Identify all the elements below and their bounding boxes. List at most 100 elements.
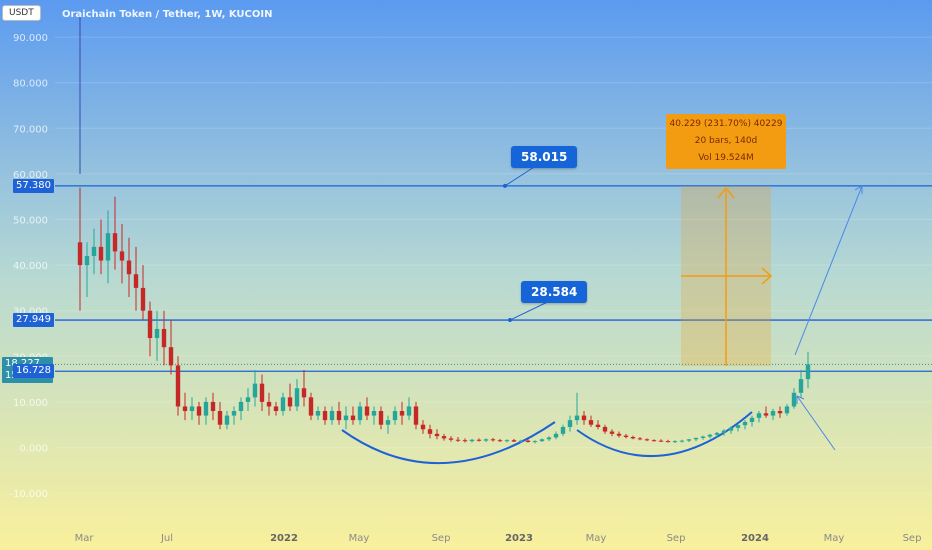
candle[interactable] (161, 310, 167, 366)
candle[interactable] (574, 392, 580, 425)
candle[interactable] (567, 415, 573, 432)
candle[interactable] (518, 439, 524, 443)
candle[interactable] (588, 415, 594, 427)
candle[interactable] (644, 438, 650, 442)
candle[interactable] (280, 392, 286, 416)
candle[interactable] (595, 420, 601, 430)
candle[interactable] (77, 187, 83, 311)
candle[interactable] (301, 369, 307, 407)
candle[interactable] (476, 438, 482, 442)
candle[interactable] (329, 406, 335, 425)
candle[interactable] (371, 406, 377, 425)
candle[interactable] (364, 397, 370, 421)
candle[interactable] (350, 406, 356, 425)
candle[interactable] (665, 439, 671, 443)
candle[interactable] (112, 196, 118, 270)
candle[interactable] (735, 423, 741, 432)
candle[interactable] (273, 401, 279, 416)
candle[interactable] (637, 437, 643, 441)
candle[interactable] (700, 435, 706, 440)
candle[interactable] (714, 431, 720, 438)
target-callout-mid[interactable]: 28.584 (521, 281, 588, 303)
symbol-ticker[interactable]: USDT (2, 5, 41, 21)
candle[interactable] (189, 397, 195, 421)
candle[interactable] (553, 431, 559, 440)
candle[interactable] (196, 401, 202, 425)
candle[interactable] (462, 438, 468, 443)
candle[interactable] (287, 383, 293, 412)
candle[interactable] (672, 440, 678, 443)
candle[interactable] (707, 433, 713, 439)
candle[interactable] (686, 438, 692, 443)
target-callout-upper[interactable]: 58.015 (511, 146, 578, 168)
candle[interactable] (532, 440, 538, 444)
candle[interactable] (616, 431, 622, 438)
candle[interactable] (525, 439, 531, 443)
candle[interactable] (630, 435, 636, 440)
candle[interactable] (693, 437, 699, 442)
candle[interactable] (784, 404, 790, 416)
candle[interactable] (623, 433, 629, 439)
candle[interactable] (259, 374, 265, 412)
candle[interactable] (490, 437, 496, 442)
candle[interactable] (203, 397, 209, 425)
candle[interactable] (455, 437, 461, 443)
candle[interactable] (126, 237, 132, 298)
candle[interactable] (357, 401, 363, 425)
candle[interactable] (777, 406, 783, 418)
candle[interactable] (805, 351, 811, 389)
candle[interactable] (539, 438, 545, 443)
candle[interactable] (511, 438, 517, 443)
candle[interactable] (420, 420, 426, 434)
candle[interactable] (483, 438, 489, 443)
candle[interactable] (728, 426, 734, 434)
candle[interactable] (413, 401, 419, 430)
candle[interactable] (175, 356, 181, 416)
candle[interactable] (140, 265, 146, 320)
candle[interactable] (469, 438, 475, 443)
candle[interactable] (721, 429, 727, 436)
candle[interactable] (504, 439, 510, 443)
candle[interactable] (133, 246, 139, 311)
candle[interactable] (294, 379, 300, 412)
candle[interactable] (224, 411, 230, 430)
candle[interactable] (217, 401, 223, 430)
candle[interactable] (441, 433, 447, 441)
candle[interactable] (651, 439, 657, 442)
candle[interactable] (546, 436, 552, 442)
candle[interactable] (742, 420, 748, 430)
candle[interactable] (392, 406, 398, 425)
candle[interactable] (756, 411, 762, 423)
candle[interactable] (210, 392, 216, 421)
candle[interactable] (308, 392, 314, 421)
candle[interactable] (770, 408, 776, 421)
candle[interactable] (266, 392, 272, 416)
candle[interactable] (406, 397, 412, 421)
candle[interactable] (399, 401, 405, 425)
candle[interactable] (147, 301, 153, 357)
candle[interactable] (798, 369, 804, 398)
candle[interactable] (238, 397, 244, 421)
candle[interactable] (448, 436, 454, 442)
candle[interactable] (98, 219, 104, 275)
candle[interactable] (154, 310, 160, 361)
candle[interactable] (560, 424, 566, 437)
candle[interactable] (658, 439, 664, 443)
candle[interactable] (679, 439, 685, 443)
candle[interactable] (119, 224, 125, 284)
candle[interactable] (91, 228, 97, 275)
candle[interactable] (182, 392, 188, 421)
candle[interactable] (385, 415, 391, 434)
candle[interactable] (343, 406, 349, 430)
candle[interactable] (609, 429, 615, 437)
candle[interactable] (763, 406, 769, 418)
candle[interactable] (581, 411, 587, 425)
candle[interactable] (252, 369, 258, 407)
candle[interactable] (168, 319, 174, 375)
candle[interactable] (434, 429, 440, 440)
candle[interactable] (378, 406, 384, 430)
candle[interactable] (602, 424, 608, 434)
candle[interactable] (105, 210, 111, 284)
